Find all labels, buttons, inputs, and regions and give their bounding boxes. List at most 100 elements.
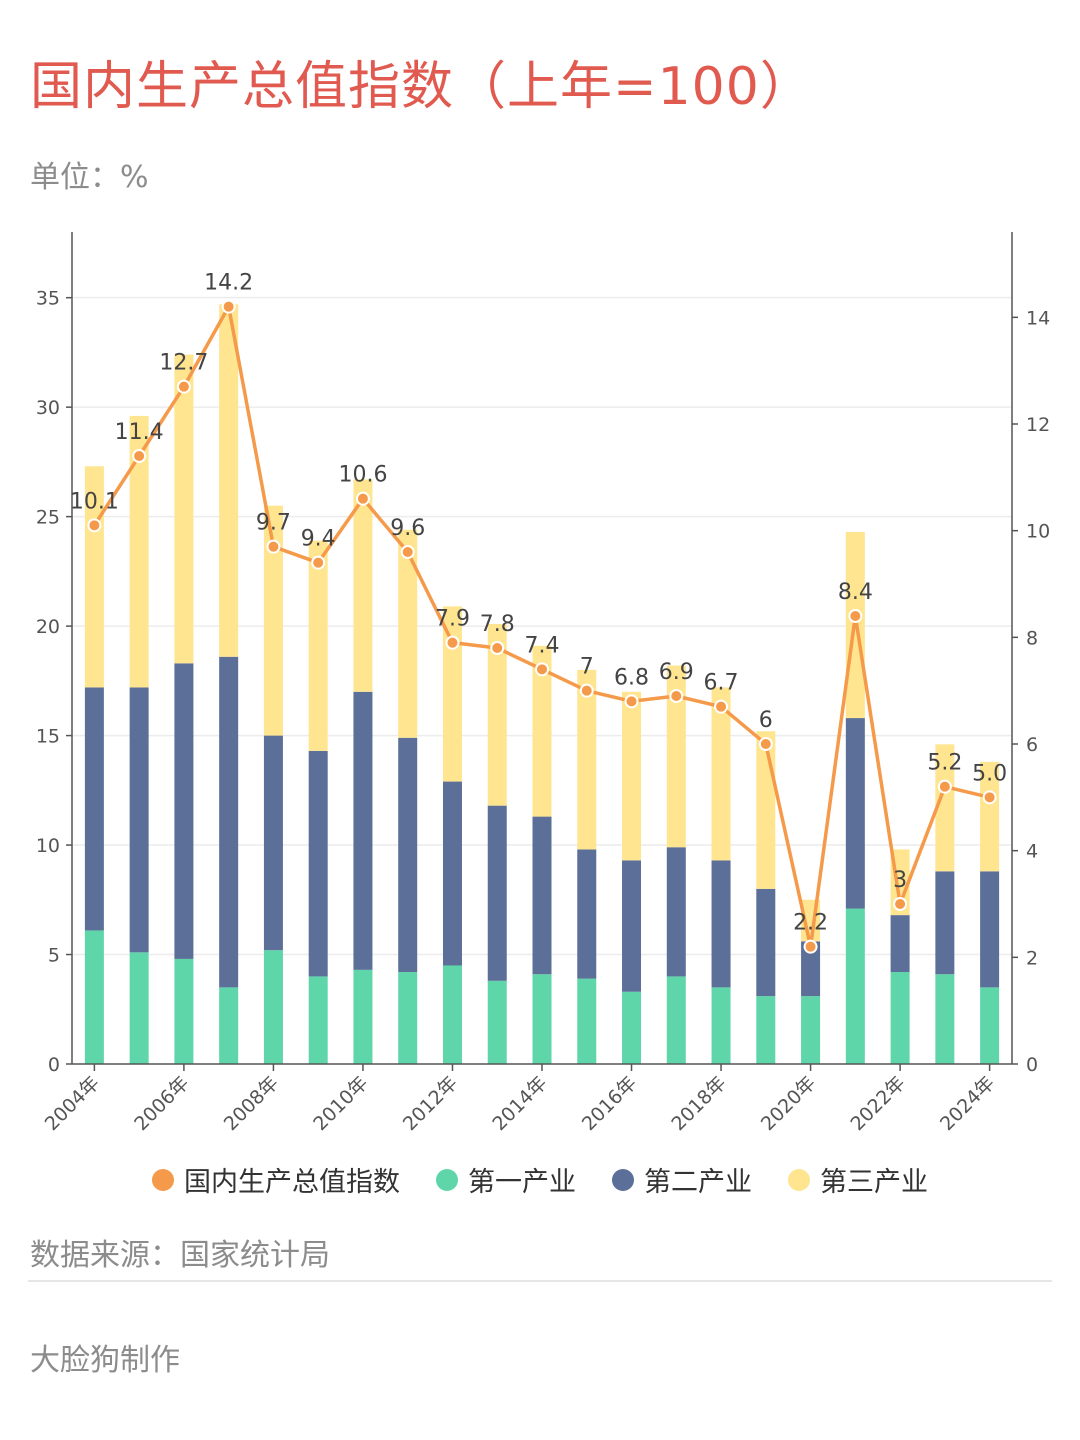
gdp-index-data-label: 7 bbox=[580, 655, 594, 680]
legend-label-tertiary: 第三产业 bbox=[820, 1167, 928, 1198]
bar-tertiary bbox=[353, 479, 373, 692]
legend-item-gdp[interactable]: 国内生产总值指数 bbox=[152, 1160, 400, 1199]
legend-label-gdp: 国内生产总值指数 bbox=[184, 1167, 400, 1198]
right-axis-tick-label: 8 bbox=[1026, 627, 1038, 649]
bar-primary bbox=[442, 965, 462, 1064]
gdp-index-point bbox=[624, 694, 639, 709]
right-axis-tick-label: 0 bbox=[1026, 1054, 1038, 1076]
gdp-index-chart: 0 5 10 15 20 25 30 35 0 2 4 6 8 10 12 14 2004年 2006年 2008年… bbox=[36, 232, 1050, 1135]
unit-label: 单位：% bbox=[30, 160, 149, 195]
bar-secondary bbox=[398, 737, 418, 973]
bar-primary bbox=[398, 972, 418, 1064]
gdp-index-point bbox=[937, 779, 952, 794]
legend-label-primary: 第一产业 bbox=[468, 1167, 576, 1198]
gdp-index-data-label: 9.6 bbox=[390, 516, 425, 541]
left-axis-tick-label: 20 bbox=[36, 616, 60, 638]
gdp-index-point bbox=[221, 299, 236, 314]
gdp-index-point bbox=[714, 699, 729, 714]
bar-secondary bbox=[263, 735, 283, 951]
gdp-index-point bbox=[400, 545, 415, 559]
bar-primary bbox=[890, 972, 910, 1064]
bar-secondary bbox=[622, 860, 642, 992]
bar-primary bbox=[577, 978, 597, 1064]
gdp-index-point bbox=[982, 790, 997, 805]
bar-tertiary bbox=[174, 354, 194, 664]
gdp-index-data-label: 11.4 bbox=[115, 420, 164, 445]
x-axis-tick-label: 2018年 bbox=[667, 1072, 730, 1135]
bar-tertiary bbox=[666, 665, 686, 848]
gdp-index-data-label: 10.6 bbox=[338, 463, 387, 488]
bar-tertiary bbox=[756, 731, 776, 889]
gdp-index-data-label: 9.4 bbox=[301, 527, 336, 552]
bar-secondary bbox=[845, 718, 865, 909]
gdp-index-data-label: 7.9 bbox=[435, 607, 470, 632]
bar-primary bbox=[801, 996, 821, 1064]
bar-primary bbox=[263, 950, 283, 1064]
gdp-index-point bbox=[132, 449, 147, 463]
gdp-index-data-label: 10.1 bbox=[70, 489, 119, 514]
bar-primary bbox=[219, 987, 239, 1064]
gdp-index-data-label: 8.4 bbox=[838, 580, 873, 605]
gdp-index-point bbox=[669, 689, 684, 703]
x-axis-tick-label: 2010年 bbox=[309, 1072, 372, 1135]
bar-primary bbox=[622, 991, 642, 1064]
bar-secondary bbox=[487, 805, 507, 981]
bar-tertiary bbox=[935, 744, 955, 872]
gdp-index-data-label: 6 bbox=[759, 708, 773, 733]
legend-item-tertiary[interactable]: 第三产业 bbox=[788, 1160, 928, 1199]
maker-credit: 大脸狗制作 bbox=[30, 1343, 180, 1378]
bar-tertiary bbox=[532, 645, 552, 817]
bar-secondary bbox=[980, 871, 1000, 988]
bar-primary bbox=[845, 908, 865, 1064]
bar-primary bbox=[487, 980, 507, 1064]
divider bbox=[28, 1280, 1052, 1282]
chart-legend: 国内生产总值指数 第一产业 第二产业 第三产业 bbox=[0, 1160, 1080, 1199]
right-axis-tick-label: 6 bbox=[1026, 734, 1038, 756]
legend-item-primary[interactable]: 第一产业 bbox=[436, 1160, 576, 1199]
gdp-index-data-label: 5.0 bbox=[972, 761, 1007, 786]
bar-tertiary bbox=[487, 623, 507, 806]
bar-tertiary bbox=[442, 606, 462, 782]
legend-label-secondary: 第二产业 bbox=[644, 1167, 752, 1198]
bar-secondary bbox=[308, 750, 328, 977]
bar-primary bbox=[935, 974, 955, 1064]
left-axis-tick-label: 5 bbox=[48, 945, 60, 967]
gdp-index-data-label: 7.4 bbox=[525, 633, 560, 658]
bar-secondary bbox=[801, 941, 821, 997]
gdp-index-point bbox=[266, 539, 281, 554]
gdp-index-data-label: 9.7 bbox=[256, 511, 291, 536]
gdp-index-data-label: 14.2 bbox=[204, 271, 253, 296]
x-axis-tick-label: 2020年 bbox=[757, 1072, 820, 1135]
legend-item-secondary[interactable]: 第二产业 bbox=[612, 1160, 752, 1199]
bar-tertiary bbox=[980, 761, 1000, 872]
gdp-index-point bbox=[893, 897, 908, 911]
bar-tertiary bbox=[711, 687, 731, 861]
gdp-index-data-label: 7.8 bbox=[480, 612, 515, 637]
x-axis-tick-label: 2004年 bbox=[41, 1072, 104, 1135]
gdp-index-point bbox=[803, 939, 818, 954]
left-axis-tick-label: 0 bbox=[48, 1054, 60, 1076]
bar-tertiary bbox=[622, 691, 642, 861]
bar-secondary bbox=[532, 816, 552, 975]
legend-swatch-tertiary-icon bbox=[788, 1168, 810, 1191]
bar-secondary bbox=[890, 915, 910, 973]
bar-primary bbox=[532, 974, 552, 1064]
gdp-index-data-label: 12.7 bbox=[159, 351, 208, 376]
x-axis-tick-label: 2022年 bbox=[846, 1072, 909, 1135]
gdp-index-point bbox=[490, 641, 505, 655]
right-axis-tick-label: 10 bbox=[1026, 521, 1050, 543]
x-axis-tick-label: 2016年 bbox=[578, 1072, 641, 1135]
legend-swatch-secondary-icon bbox=[612, 1168, 634, 1191]
gdp-index-data-label: 6.8 bbox=[614, 665, 649, 690]
page-title: 国内生产总值指数（上年=100） bbox=[30, 57, 813, 117]
x-axis-tick-label: 2014年 bbox=[488, 1072, 551, 1135]
bar-secondary bbox=[219, 656, 239, 988]
bar-secondary bbox=[129, 687, 149, 953]
bar-secondary bbox=[577, 849, 597, 979]
bar-secondary bbox=[353, 691, 373, 970]
right-axis-tick-label: 14 bbox=[1026, 307, 1050, 329]
left-axis-tick-label: 30 bbox=[36, 397, 60, 419]
bar-primary bbox=[711, 987, 731, 1064]
bar-tertiary bbox=[308, 540, 328, 751]
gdp-index-data-label: 2.2 bbox=[793, 911, 828, 936]
